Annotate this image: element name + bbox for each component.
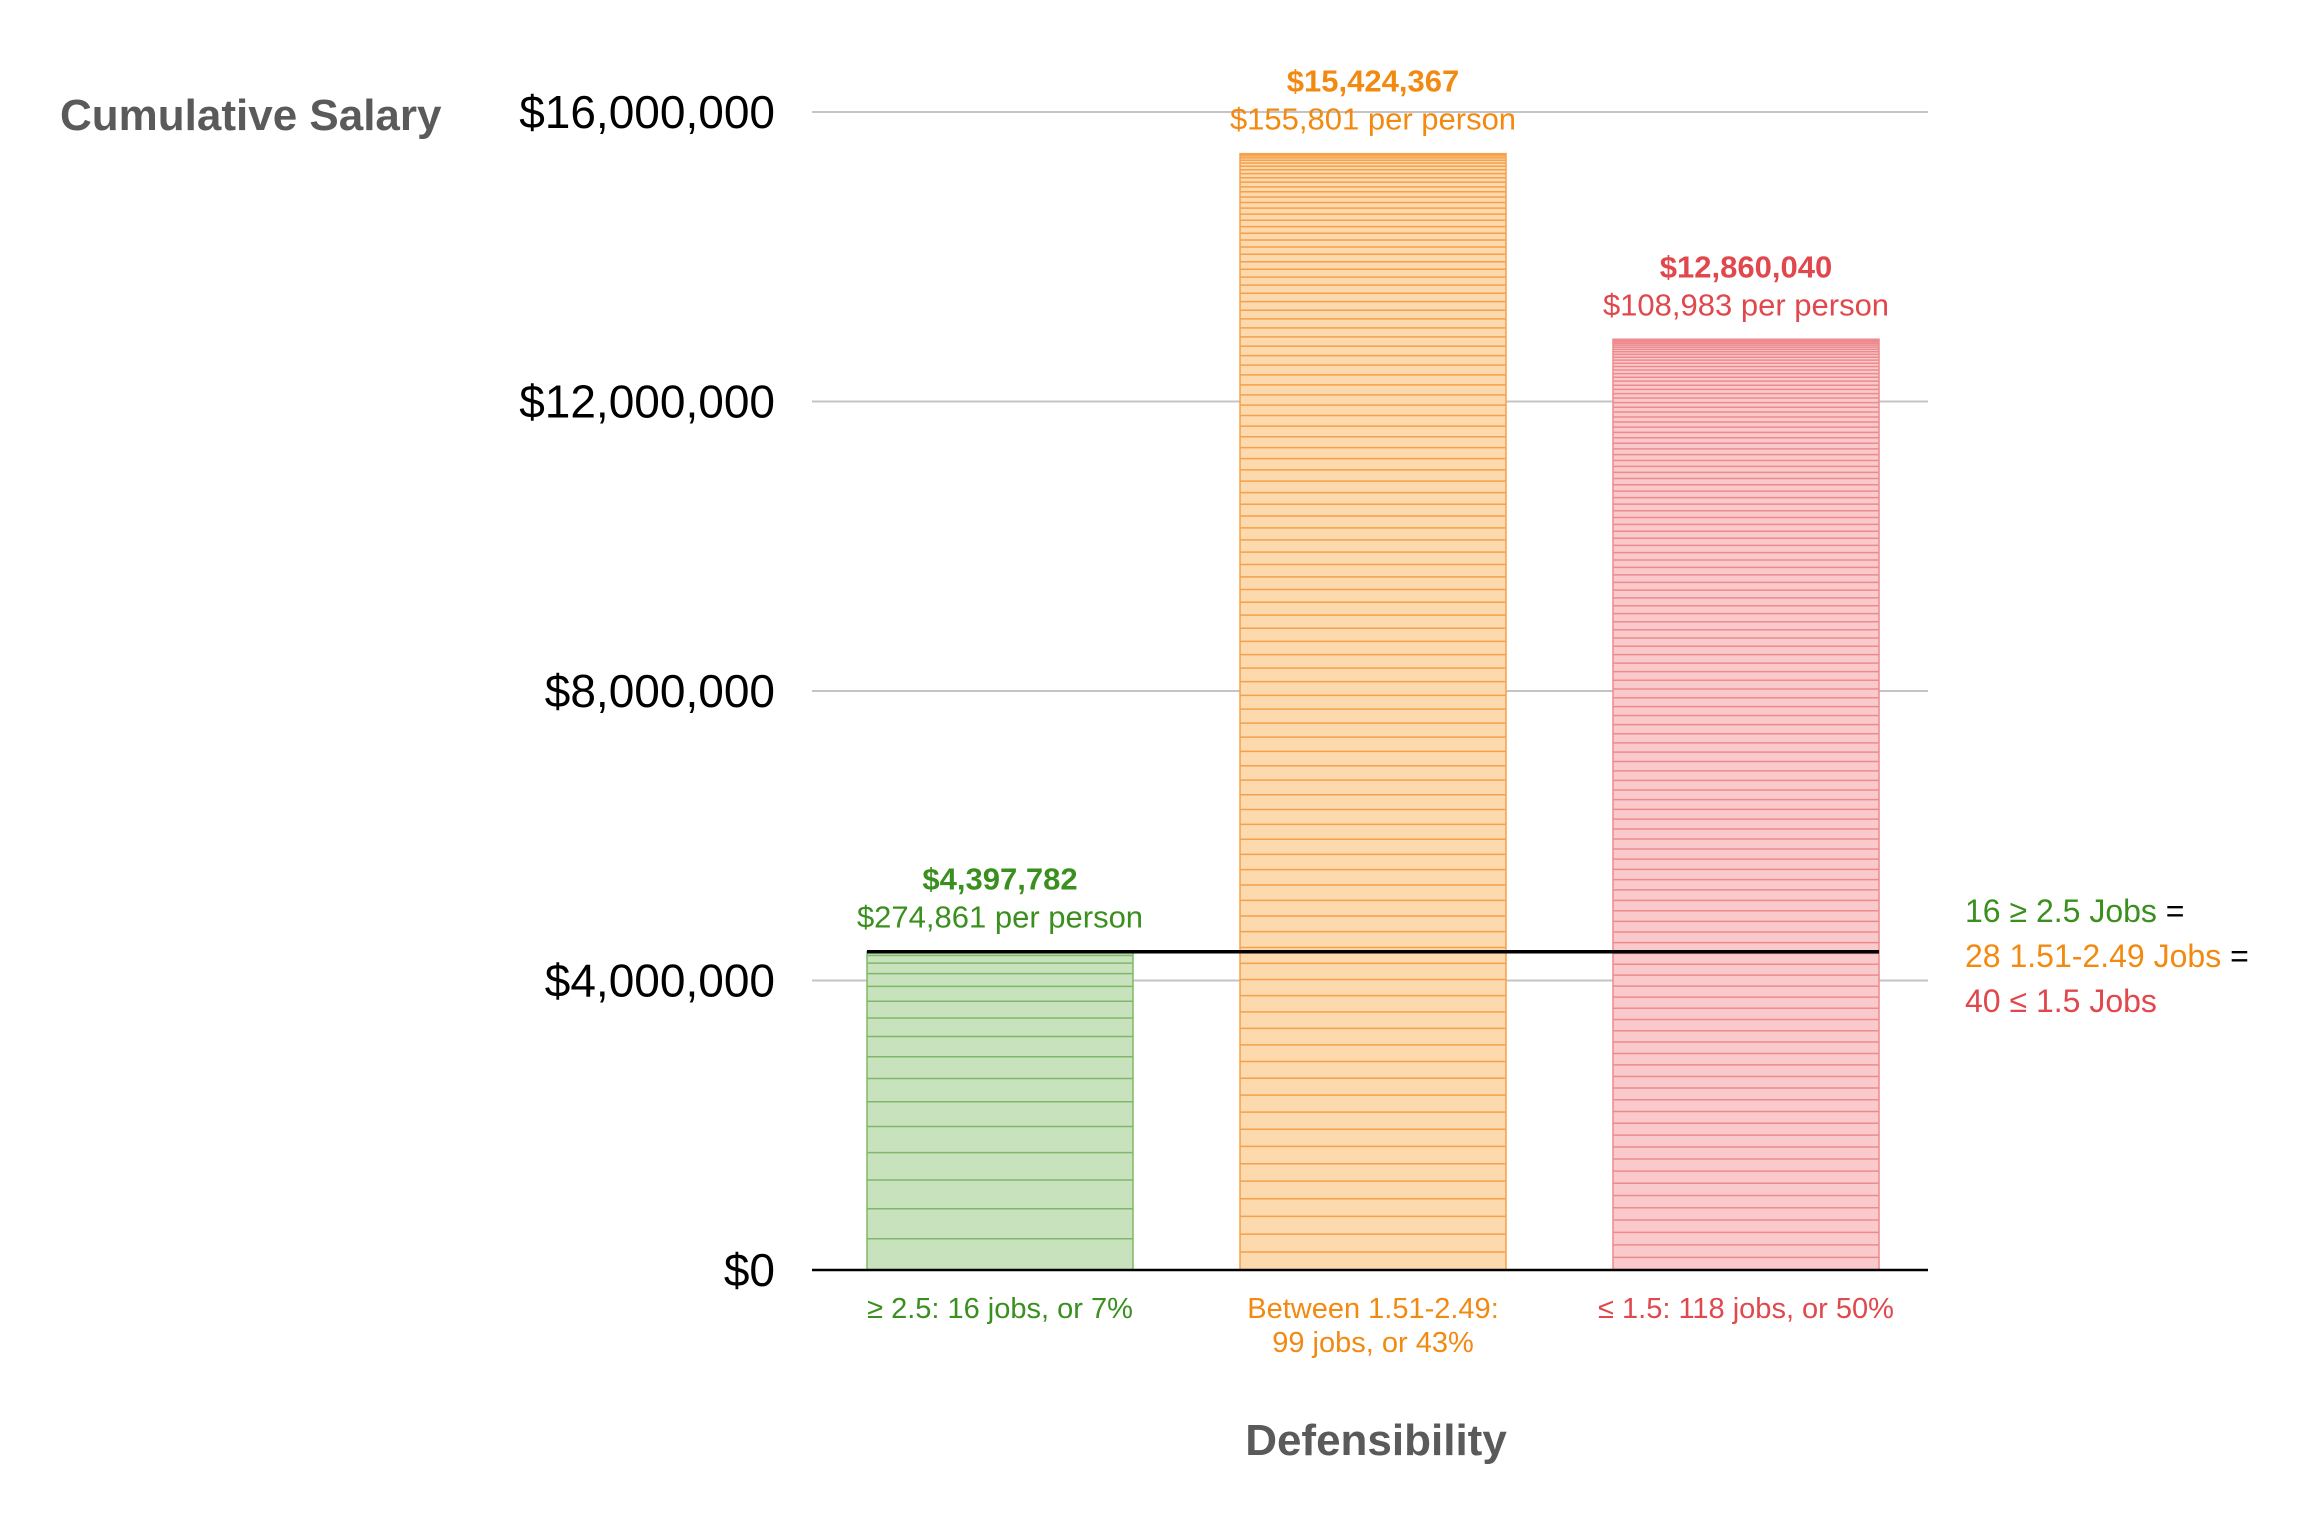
annotation-block: 16 ≥ 2.5 Jobs =28 1.51-2.49 Jobs =40 ≤ 1… [1965, 893, 2249, 1019]
y-tick-label: $4,000,000 [545, 955, 775, 1007]
bar [866, 950, 1134, 1271]
bar-value-label: $4,397,782 [922, 862, 1077, 897]
annotation-part: = [2221, 938, 2249, 974]
annotation-part: 40 ≤ 1.5 Jobs [1965, 983, 2157, 1019]
y-tick-label: $8,000,000 [545, 665, 775, 717]
bar-group [1239, 152, 1507, 1271]
annotation-line: 40 ≤ 1.5 Jobs [1965, 983, 2157, 1019]
y-tick-label: $0 [724, 1244, 775, 1296]
annotation-part: 16 ≥ 2.5 Jobs [1965, 893, 2157, 929]
category-labels: ≥ 2.5: 16 jobs, or 7% Between 1.51-2.49:9… [867, 1293, 1894, 1359]
bar-per-person-label: $108,983 per person [1603, 287, 1889, 322]
bar-per-person-label: $155,801 per person [1230, 102, 1516, 137]
bars [866, 152, 1880, 1271]
category-label: Between 1.51-2.49: [1247, 1293, 1499, 1325]
bar [1239, 152, 1507, 1271]
bar-group [866, 950, 1134, 1271]
bar-value-label: $15,424,367 [1287, 64, 1459, 99]
y-axis-title: Cumulative Salary [60, 91, 442, 140]
bar-group [1612, 338, 1880, 1271]
annotation-part: 28 1.51-2.49 Jobs [1965, 938, 2221, 974]
annotation-line: 16 ≥ 2.5 Jobs = [1965, 893, 2184, 929]
data-labels: $4,397,782$274,861 per person $15,424,367… [857, 64, 1889, 935]
annotation-part: = [2157, 893, 2185, 929]
category-label: ≥ 2.5: 16 jobs, or 7% [867, 1293, 1133, 1325]
bar [1612, 338, 1880, 1271]
bar-per-person-label: $274,861 per person [857, 900, 1143, 935]
category-label: ≤ 1.5: 118 jobs, or 50% [1598, 1293, 1894, 1325]
x-axis-title: Defensibility [1245, 1416, 1507, 1465]
bar-value-label: $12,860,040 [1660, 249, 1832, 284]
category-label: 99 jobs, or 43% [1272, 1327, 1474, 1359]
y-tick-label: $16,000,000 [519, 86, 775, 138]
annotation-line: 28 1.51-2.49 Jobs = [1965, 938, 2249, 974]
y-tick-label: $12,000,000 [519, 376, 775, 428]
y-tick-labels: $0 $4,000,000 $8,000,000 $12,000,000 $16,000… [519, 86, 775, 1296]
